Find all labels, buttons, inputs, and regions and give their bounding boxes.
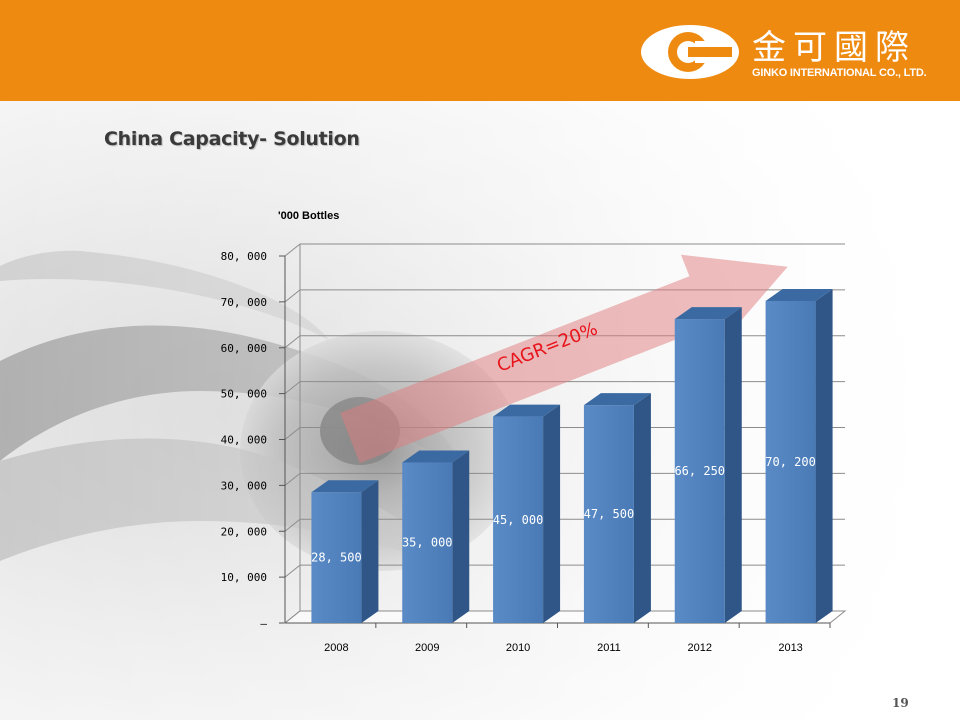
- bars-group: [311, 288, 833, 623]
- bar-side: [724, 307, 742, 623]
- gridline-side: [284, 518, 301, 532]
- bar-front: [765, 300, 816, 623]
- y-tick-label: 70, 000: [221, 296, 267, 309]
- x-tick-label: 2009: [415, 642, 439, 654]
- bar-2013: [765, 288, 833, 623]
- bar-2011: [583, 393, 651, 623]
- bar-front: [583, 405, 634, 623]
- bar-2010: [493, 404, 561, 623]
- bar-side: [361, 480, 379, 623]
- bar-front: [402, 462, 453, 623]
- y-tick-label: 60, 000: [221, 342, 267, 355]
- header-bar: 金可國際 GINKO INTERNATIONAL CO., LTD.: [0, 0, 960, 101]
- bar-side: [543, 404, 561, 623]
- bar-2009: [402, 450, 470, 623]
- gridline-side: [284, 427, 301, 440]
- y-tick-label: 10, 000: [221, 571, 267, 584]
- data-label: 45, 000: [493, 513, 544, 527]
- bar-top: [493, 404, 561, 417]
- gridline-side: [284, 243, 301, 257]
- page-number: 19: [892, 696, 909, 710]
- bar-2008: [311, 480, 379, 623]
- y-tick-label: 40, 000: [221, 434, 267, 447]
- unit-label: '000 Bottles: [278, 210, 339, 222]
- data-label: 47, 500: [584, 507, 635, 521]
- bar-top: [402, 450, 470, 463]
- y-tick-label: –: [260, 617, 267, 630]
- x-tick-label: 2012: [688, 642, 712, 654]
- data-label: 70, 200: [765, 455, 816, 469]
- x-tick-label: 2010: [506, 642, 530, 654]
- gridline-side: [284, 381, 301, 395]
- bar-top: [311, 480, 379, 493]
- y-tick-label: 50, 000: [221, 388, 267, 401]
- bar-front: [674, 319, 725, 623]
- bar-top: [674, 307, 742, 320]
- logo-cjk-text: 金可國際: [752, 28, 916, 68]
- y-tick-label: 80, 000: [221, 250, 267, 263]
- data-label: 35, 000: [402, 536, 453, 550]
- gridline-side: [284, 564, 301, 578]
- bar-side: [815, 288, 833, 623]
- bar-side: [452, 450, 470, 623]
- bar-front: [311, 492, 362, 623]
- ginko-logo-icon: [641, 25, 739, 79]
- gridline-side: [284, 472, 301, 486]
- gridline-side: [284, 335, 301, 349]
- data-label: 66, 250: [674, 464, 725, 478]
- x-tick-label: 2011: [597, 642, 621, 654]
- logo-company-name: GINKO INTERNATIONAL CO., LTD.: [752, 67, 927, 79]
- bar-top: [583, 393, 651, 406]
- x-tick-label: 2008: [324, 642, 348, 654]
- bar-front: [493, 416, 544, 623]
- bar-2012: [674, 307, 742, 623]
- cagr-arrow: [340, 254, 788, 464]
- data-label: 28, 500: [311, 551, 362, 565]
- y-tick-label: 20, 000: [221, 525, 267, 538]
- cagr-arrow-shape: [340, 254, 788, 464]
- slide-title: China Capacity- Solution: [104, 128, 360, 150]
- y-tick-label: 30, 000: [221, 479, 267, 492]
- bar-side: [633, 393, 651, 623]
- x-tick-label: 2013: [778, 642, 802, 654]
- bar-top: [765, 288, 833, 301]
- gridline-side: [284, 289, 301, 303]
